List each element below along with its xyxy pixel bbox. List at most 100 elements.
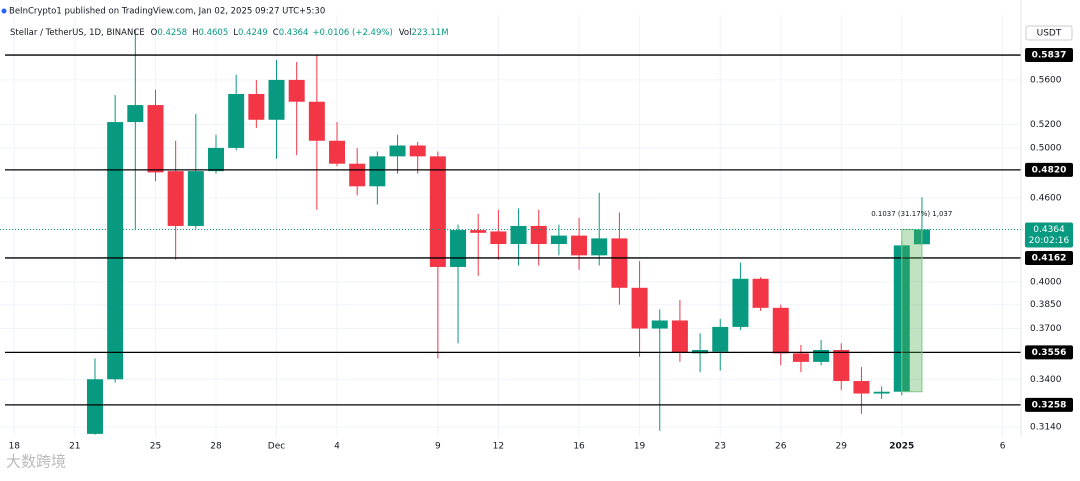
body	[127, 105, 144, 123]
watermark: 大数跨境	[6, 453, 66, 471]
body	[571, 235, 588, 256]
x-tick-label: 29	[836, 442, 848, 452]
x-tick-label: 25	[150, 442, 161, 452]
body	[429, 156, 446, 267]
body	[772, 307, 789, 354]
body	[671, 320, 688, 353]
body	[712, 326, 729, 352]
level-label: 0.3258	[1032, 400, 1067, 410]
body	[349, 163, 366, 187]
body	[268, 79, 285, 120]
x-tick-label: 2025	[889, 442, 914, 452]
open-label: O	[151, 28, 158, 38]
volume-label: Vol	[399, 28, 412, 38]
x-tick-label: 9	[435, 442, 441, 452]
y-tick-label: 0.3140	[1030, 422, 1062, 432]
body	[752, 278, 769, 308]
body	[631, 287, 648, 329]
high-value: 0.4605	[199, 28, 229, 38]
publisher: BeInCrypto1 published on TradingView.com…	[9, 7, 325, 17]
y-tick-label: 0.4600	[1030, 193, 1062, 203]
body	[329, 140, 346, 164]
low-label: L	[233, 28, 238, 38]
body	[510, 225, 527, 244]
measure-box	[901, 229, 923, 393]
x-tick-label: 23	[715, 442, 726, 452]
currency-box	[1025, 25, 1073, 41]
x-tick-label: 16	[573, 442, 585, 452]
overlays: 0.5837 0.4820 0.4162 0.3556 0.3258 0.1037 (31…	[0, 48, 1073, 412]
body	[308, 101, 325, 141]
grid: 0.5600 0.5200 0.5000 0.4600 0.4000 0.3850 0.37…	[0, 15, 1062, 452]
x-tick-label: 28	[210, 442, 222, 452]
volume: 223.11M	[411, 28, 448, 38]
body	[450, 230, 467, 267]
body	[813, 349, 830, 362]
y-tick-label: 0.4000	[1030, 277, 1062, 287]
legend: Stellar / TetherUS, 1D, BINANCE O0.4258 H0…	[10, 28, 449, 38]
body	[167, 171, 184, 226]
body	[147, 105, 164, 173]
body	[228, 94, 245, 148]
body	[389, 145, 406, 157]
body	[369, 156, 386, 187]
x-tick-label: 18	[9, 442, 21, 452]
body	[248, 94, 265, 120]
high-label: H	[192, 28, 198, 38]
x-tick-label: 6	[1000, 442, 1006, 452]
body	[853, 381, 870, 394]
x-tick-label: 19	[634, 442, 646, 452]
price-box	[1025, 222, 1073, 248]
y-tick-label: 0.5000	[1030, 143, 1062, 153]
body	[792, 353, 809, 362]
level-label-box	[1025, 48, 1073, 63]
body	[86, 379, 103, 434]
level-label-box	[1025, 162, 1073, 177]
body	[591, 238, 608, 256]
level-label: 0.5837	[1032, 51, 1067, 61]
body	[187, 171, 204, 226]
countdown: 20:02:16	[1029, 236, 1070, 246]
body	[208, 147, 224, 172]
body	[692, 349, 709, 354]
open-value: 0.4258	[157, 28, 187, 38]
y-tick-label: 0.3850	[1030, 300, 1062, 310]
y-tick-label: 0.5200	[1030, 120, 1062, 130]
body	[732, 278, 749, 327]
x-tick-label: 21	[69, 442, 80, 452]
level-label: 0.4162	[1032, 253, 1067, 263]
level-label-box	[1025, 397, 1073, 412]
body	[530, 225, 547, 244]
y-tick-label: 0.5600	[1030, 75, 1062, 85]
change: +0.0106 (+2.49%)	[312, 28, 392, 38]
body	[833, 349, 850, 382]
body	[288, 79, 305, 102]
currency: USDT	[1037, 29, 1062, 39]
x-tick-label: 4	[334, 442, 340, 452]
low-value: 0.4249	[238, 28, 268, 38]
symbol: Stellar / TetherUS, 1D, BINANCE	[10, 28, 145, 38]
body	[107, 122, 124, 380]
candles	[86, 29, 930, 435]
body	[470, 230, 487, 233]
body	[550, 235, 567, 244]
measure-label: 0.1037 (31.17%) 1,037	[871, 210, 952, 218]
x-tick-label: Dec	[268, 442, 285, 452]
x-tick-label: 26	[775, 442, 787, 452]
close-value: 0.4364	[279, 28, 309, 38]
body	[651, 320, 668, 329]
x-tick-label: 12	[493, 442, 504, 452]
logo-dot	[1, 8, 7, 14]
level-label-box	[1025, 250, 1073, 265]
level-label: 0.4820	[1032, 165, 1067, 175]
body	[873, 391, 890, 394]
body	[611, 238, 628, 288]
body	[409, 145, 426, 157]
y-tick-label: 0.3700	[1030, 324, 1062, 334]
y-tick-label: 0.3400	[1030, 375, 1062, 385]
body	[490, 231, 507, 244]
level-label: 0.3556	[1032, 348, 1067, 358]
price-label: 0.4364	[1033, 225, 1065, 235]
close-label: C	[273, 28, 279, 38]
